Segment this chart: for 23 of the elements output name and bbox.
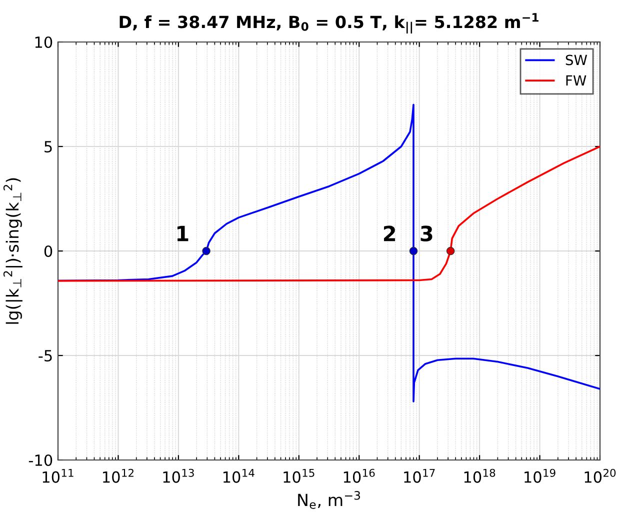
y-axis-title: lg(|k$_{⊥}$$^{2}$|)·sing(k$_{⊥}$$^{2}$) <box>3 178 22 324</box>
x-tick-label: 10$^{18}$ <box>464 468 496 483</box>
x-tick-label: 10$^{19}$ <box>524 468 556 483</box>
x-tick-label: 10$^{14}$ <box>223 468 254 483</box>
y-tick-label: 0 <box>44 245 52 258</box>
legend-label: SW <box>566 54 588 66</box>
annotation: 3 <box>420 226 432 242</box>
x-tick-label: 10$^{16}$ <box>344 468 375 483</box>
x-axis-title: N$_{e}$, m$^{−3}$ <box>298 490 360 509</box>
annotation: 2 <box>384 226 396 242</box>
chart-title: D, f = 38.47 MHz, B$_{0}$ = 0.5 T, k$_{||}$= 5.1282 m$^{−1}$ <box>120 13 538 34</box>
y-tick-label: 5 <box>44 141 52 153</box>
y-tick-label: 10 <box>35 36 52 48</box>
x-tick-label: 10$^{12}$ <box>103 468 134 483</box>
x-tick-label: 10$^{17}$ <box>404 468 435 483</box>
y-tick-label: -10 <box>28 454 52 466</box>
legend-label: FW <box>566 75 586 86</box>
x-tick-label: 10$^{20}$ <box>584 468 616 483</box>
y-tick-label: -5 <box>38 350 52 362</box>
x-tick-label: 10$^{13}$ <box>163 468 194 483</box>
annotation: 1 <box>177 226 188 242</box>
x-tick-label: 10$^{11}$ <box>42 468 74 483</box>
x-tick-label: 10$^{15}$ <box>284 468 314 483</box>
